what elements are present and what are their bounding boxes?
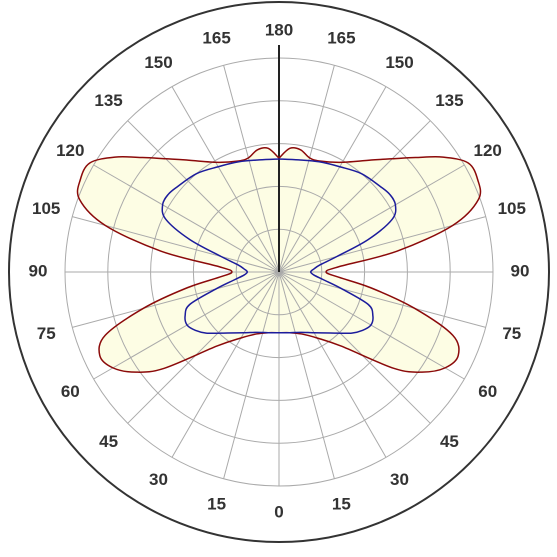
area-fill [279,147,481,373]
grid-spoke [223,271,280,479]
grid-spoke [278,65,335,273]
angle-label: 105 [32,199,60,218]
area-fill [77,147,279,373]
angle-label: 120 [474,141,502,160]
angle-label: 15 [207,494,226,513]
grid-spoke [127,120,280,273]
angle-label: 135 [94,91,122,110]
angle-label: 90 [29,261,48,280]
outer-circle [8,1,550,543]
intensity-curve [76,147,280,373]
angle-label: 150 [385,53,413,72]
intensity-curve [161,158,280,334]
angle-label: 0 [274,502,283,521]
intensity-curve [278,147,482,373]
grid-spoke [171,86,280,273]
angle-label: 60 [61,382,80,401]
angle-label: 30 [390,470,409,489]
grid-spoke [171,271,280,458]
angle-label: 15 [332,494,351,513]
angle-label: 120 [56,141,84,160]
grid-spoke [93,271,280,380]
angle-label: 45 [99,432,118,451]
grid-spoke [278,164,465,273]
angle-label: 165 [327,29,355,48]
angle-label: 90 [511,261,530,280]
angle-label: 45 [440,432,459,451]
grid-spoke [93,164,280,273]
grid-spoke [278,120,431,273]
angle-label: 60 [478,382,497,401]
grid-spoke [127,271,280,424]
grid-spoke [72,271,280,328]
grid-spoke [278,86,387,273]
angle-label: 180 [265,20,293,39]
angle-label: 105 [498,199,526,218]
angle-label: 135 [435,91,463,110]
grid-spoke [278,271,486,328]
grid-spoke [223,65,280,273]
grid-spoke [278,271,431,424]
angle-label: 75 [502,324,521,343]
angle-label: 150 [144,53,172,72]
grid-spoke [278,271,335,479]
angle-label: 165 [202,29,230,48]
grid-spoke [278,271,387,458]
angle-label: 75 [37,324,56,343]
intensity-curve [278,158,397,334]
angle-label: 30 [149,470,168,489]
grid-spoke [278,271,465,380]
